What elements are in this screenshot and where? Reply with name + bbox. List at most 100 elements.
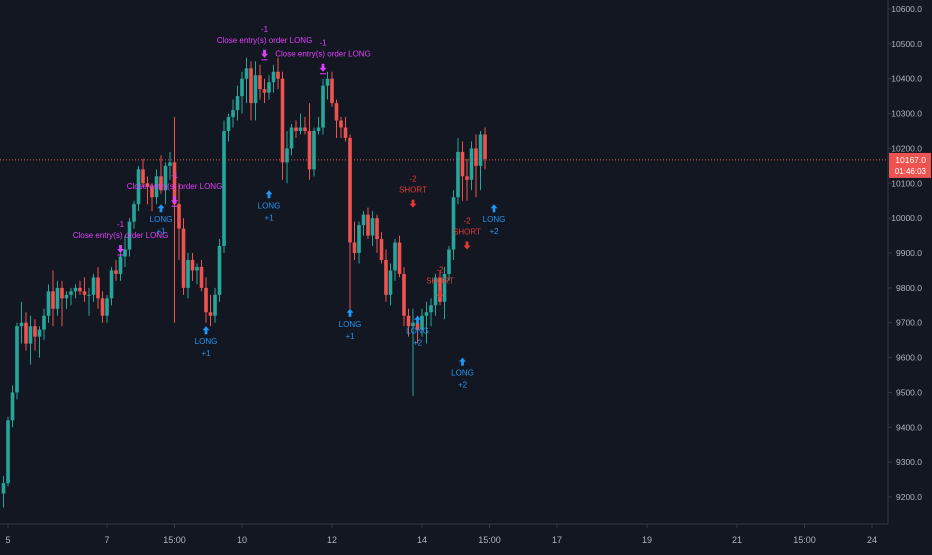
candle[interactable] [312, 127, 316, 177]
candle[interactable] [352, 221, 357, 260]
candle[interactable] [69, 287, 73, 306]
candle[interactable] [1, 476, 6, 508]
candle[interactable] [433, 273, 438, 316]
candle[interactable] [424, 301, 429, 344]
candle[interactable] [159, 155, 163, 194]
candle[interactable] [127, 218, 132, 257]
candle[interactable] [60, 280, 64, 327]
long-entry-marker[interactable]: LONG +1 [258, 190, 281, 222]
candle[interactable] [393, 239, 397, 281]
candle[interactable] [208, 294, 213, 327]
candle[interactable] [82, 277, 87, 302]
short-entry-marker[interactable]: -2 SHORT [453, 217, 481, 250]
candle[interactable] [10, 385, 15, 428]
candle[interactable] [402, 266, 406, 327]
candle[interactable] [258, 64, 262, 100]
candle[interactable] [465, 158, 469, 201]
candle[interactable] [37, 326, 42, 358]
candle[interactable] [199, 259, 204, 292]
candle[interactable] [240, 71, 244, 114]
candle[interactable] [478, 131, 483, 191]
candle[interactable] [226, 113, 231, 142]
candle[interactable] [78, 280, 82, 295]
short-entry-marker[interactable]: -2 SHORT [399, 175, 427, 208]
candle[interactable] [334, 99, 339, 138]
candle[interactable] [321, 78, 325, 135]
candle[interactable] [298, 113, 303, 135]
candle[interactable] [168, 151, 172, 180]
candle[interactable] [163, 162, 168, 205]
candle[interactable] [96, 266, 100, 309]
candle[interactable] [366, 207, 370, 240]
candle[interactable] [339, 117, 343, 138]
candle[interactable] [442, 266, 447, 320]
candle[interactable] [217, 239, 222, 302]
candle[interactable] [474, 134, 478, 198]
candle[interactable] [384, 249, 388, 302]
candle[interactable] [28, 315, 33, 365]
candle[interactable] [222, 120, 226, 253]
close-entry-marker[interactable]: -1 Close entry(s) order LONG [275, 39, 371, 75]
candle[interactable] [303, 117, 307, 135]
candle[interactable] [105, 294, 109, 323]
candle[interactable] [15, 322, 19, 400]
candle[interactable] [42, 308, 46, 341]
candle[interactable] [181, 218, 186, 295]
candle[interactable] [420, 308, 424, 337]
candle[interactable] [451, 190, 456, 260]
close-entry-marker[interactable]: -1 Close entry(s) order LONG [217, 25, 313, 61]
candle[interactable] [379, 232, 384, 264]
candle[interactable] [456, 137, 460, 205]
candle[interactable] [114, 259, 118, 281]
candle[interactable] [294, 120, 298, 138]
candle[interactable] [6, 416, 10, 487]
candle[interactable] [141, 158, 145, 187]
candle[interactable] [289, 124, 294, 156]
candle[interactable] [330, 71, 334, 107]
candle[interactable] [118, 253, 123, 281]
candle[interactable] [316, 117, 321, 135]
long-entry-marker[interactable]: LONG +1 [195, 326, 218, 358]
close-entry-marker[interactable]: -1 Close entry(s) order LONG [73, 220, 169, 256]
candle[interactable] [307, 103, 312, 180]
candle[interactable] [46, 284, 51, 323]
candle[interactable] [361, 211, 366, 236]
candle[interactable] [64, 291, 69, 309]
candle[interactable] [438, 270, 442, 306]
candle[interactable] [204, 277, 208, 323]
candle[interactable] [429, 298, 433, 327]
candle[interactable] [253, 61, 258, 121]
candle[interactable] [249, 61, 253, 121]
candle[interactable] [109, 266, 114, 306]
candle[interactable] [213, 287, 217, 323]
candle[interactable] [33, 319, 37, 351]
candle[interactable] [19, 301, 24, 344]
candle[interactable] [357, 221, 361, 264]
candle[interactable] [388, 263, 393, 306]
candle[interactable] [348, 134, 352, 309]
candle[interactable] [469, 141, 474, 191]
candle[interactable] [145, 176, 150, 205]
long-entry-marker[interactable]: LONG +2 [406, 315, 429, 348]
candle[interactable] [447, 246, 451, 281]
candle[interactable] [55, 280, 60, 316]
candle[interactable] [343, 117, 348, 142]
candle[interactable] [271, 64, 276, 93]
candle[interactable] [87, 287, 91, 316]
candle[interactable] [406, 308, 411, 337]
candle[interactable] [51, 270, 55, 327]
candle[interactable] [370, 211, 375, 247]
candle[interactable] [231, 99, 235, 128]
candle[interactable] [411, 308, 415, 396]
long-entry-marker[interactable]: LONG +1 [150, 204, 173, 236]
candle[interactable] [132, 200, 136, 229]
candle[interactable] [91, 273, 96, 302]
long-entry-marker[interactable]: LONG +2 [451, 357, 474, 390]
candle[interactable] [24, 312, 28, 351]
candle[interactable] [172, 117, 177, 323]
candle[interactable] [235, 85, 240, 121]
candle[interactable] [280, 71, 285, 180]
candle[interactable] [262, 78, 267, 104]
